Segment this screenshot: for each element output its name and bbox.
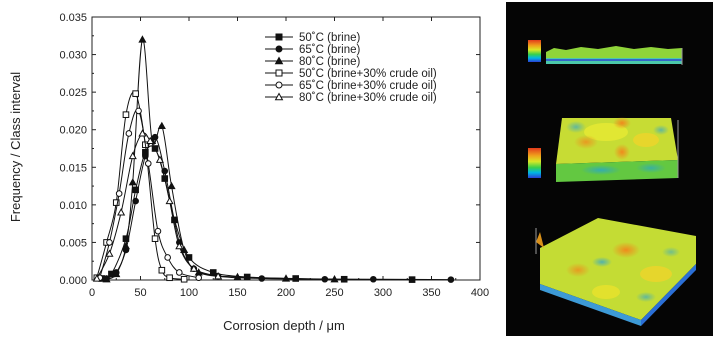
- data-point: [330, 274, 339, 283]
- data-point: [281, 274, 291, 282]
- data-point: [106, 239, 113, 246]
- y-tick-label: 0.020: [59, 125, 87, 137]
- series-3: [102, 35, 339, 283]
- series-2: [103, 133, 455, 283]
- data-point: [151, 235, 159, 242]
- data-point: [214, 271, 223, 280]
- data-point: [189, 264, 198, 272]
- colorbar-2: [528, 148, 541, 178]
- y-tick-label: 0.005: [59, 237, 87, 249]
- legend-label: 65˚C (brine): [299, 44, 361, 56]
- legend-marker: [275, 81, 283, 89]
- data-point: [112, 269, 121, 278]
- data-point: [122, 111, 130, 118]
- data-point: [158, 266, 166, 274]
- data-point: [370, 275, 377, 283]
- series-layer: [92, 35, 455, 283]
- data-point: [166, 274, 173, 282]
- x-tick-label: 400: [471, 287, 489, 299]
- data-point: [132, 90, 139, 97]
- surface-3d-images: [528, 40, 696, 326]
- data-point: [146, 136, 155, 145]
- data-point: [176, 269, 183, 276]
- data-point: [180, 275, 188, 283]
- legend-item-1: 50˚C (brine): [265, 32, 361, 44]
- surface-topography-panel: [506, 2, 713, 336]
- plot-frame: [91, 16, 481, 281]
- data-point: [128, 151, 137, 160]
- x-tick-label: 250: [325, 287, 343, 299]
- y-axis-ticks: 0.000 0.005 0.010 0.015 0.020 0.025 0.030 0.035: [59, 12, 480, 287]
- data-point: [180, 245, 189, 254]
- legend-item-4: 50˚C (brine+30% crude oil): [265, 68, 437, 80]
- data-point: [165, 196, 174, 205]
- legend-label: 80˚C (brine+30% crude oil): [299, 92, 437, 104]
- y-tick-label: 0.025: [59, 87, 87, 99]
- x-axis-label: Corrosion depth / μm: [223, 318, 345, 333]
- legend-marker: [275, 45, 283, 53]
- x-tick-label: 50: [134, 287, 146, 299]
- legend-marker: [274, 92, 284, 101]
- data-point: [128, 178, 137, 186]
- frequency-distribution-chart: 0 50 100 150 200 250 300 350 400 0.000 0.005 0.010…: [8, 12, 489, 333]
- data-point: [117, 208, 126, 216]
- data-point: [157, 121, 166, 130]
- data-point: [233, 272, 242, 281]
- data-point: [164, 254, 171, 261]
- legend-label: 65˚C (brine+30% crude oil): [299, 80, 437, 92]
- series-1: [98, 145, 416, 283]
- x-tick-label: 150: [228, 287, 246, 299]
- data-point: [447, 276, 455, 283]
- x-tick-label: 300: [374, 287, 392, 299]
- data-point: [167, 181, 176, 190]
- data-point: [175, 241, 184, 250]
- surface-image-80c: [535, 218, 696, 326]
- y-tick-label: 0.035: [59, 12, 87, 24]
- x-tick-label: 350: [422, 287, 440, 299]
- legend: 50˚C (brine)65˚C (brine)80˚C (brine)50˚C…: [265, 32, 437, 104]
- data-point: [102, 274, 111, 283]
- data-point: [115, 190, 123, 197]
- x-tick-label: 200: [277, 287, 295, 299]
- legend-marker: [274, 56, 284, 65]
- colorbar-1: [528, 40, 541, 62]
- legend-label: 50˚C (brine): [299, 32, 361, 44]
- y-tick-label: 0.010: [59, 200, 87, 212]
- data-point: [138, 129, 147, 137]
- legend-marker: [275, 33, 283, 41]
- plot-border: [91, 16, 481, 281]
- data-point: [144, 160, 152, 167]
- data-point: [135, 107, 142, 115]
- y-tick-label: 0.030: [59, 50, 87, 62]
- x-tick-label: 100: [180, 287, 198, 299]
- legend-label: 50˚C (brine+30% crude oil): [299, 68, 437, 80]
- y-tick-label: 0.015: [59, 162, 87, 174]
- surface-image-65c: [528, 117, 679, 182]
- legend-label: 80˚C (brine): [299, 56, 361, 68]
- legend-item-5: 65˚C (brine+30% crude oil): [265, 80, 437, 92]
- data-point: [155, 155, 164, 163]
- legend-marker: [275, 69, 283, 77]
- data-point: [132, 197, 139, 205]
- x-tick-label: 0: [89, 287, 95, 299]
- series-6: [92, 129, 223, 282]
- legend-item-2: 65˚C (brine): [265, 44, 361, 56]
- data-point: [132, 186, 139, 194]
- data-point: [138, 35, 147, 43]
- legend-item-3: 80˚C (brine): [265, 56, 361, 68]
- data-point: [112, 199, 120, 206]
- data-point: [154, 227, 162, 235]
- y-tick-label: 0.000: [59, 275, 87, 287]
- data-point: [195, 274, 202, 282]
- data-point: [105, 249, 114, 257]
- y-axis-label: Frequency / Class interval: [8, 72, 23, 222]
- data-point: [92, 274, 101, 282]
- surface-image-50c: [528, 40, 683, 65]
- x-axis-ticks: 0 50 100 150 200 250 300 350 400: [89, 17, 489, 299]
- data-point: [121, 241, 131, 250]
- data-point: [125, 130, 133, 137]
- legend-item-6: 80˚C (brine+30% crude oil): [265, 92, 437, 104]
